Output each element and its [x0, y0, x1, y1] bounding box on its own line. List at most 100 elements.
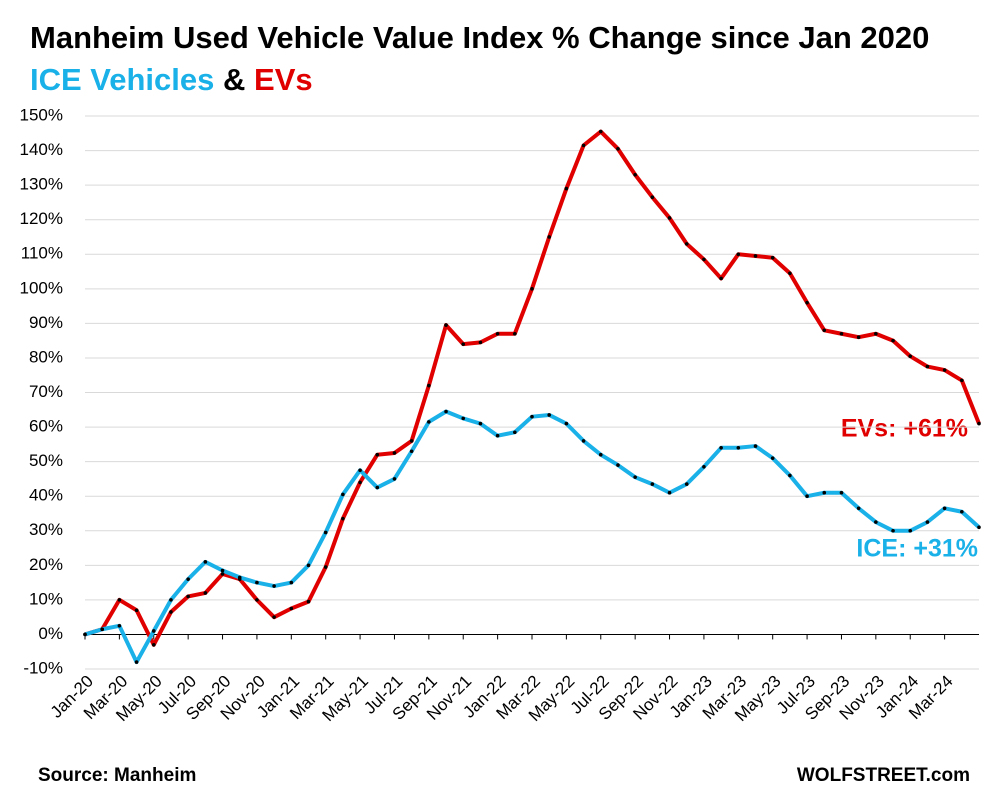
y-tick-label: -10%: [23, 658, 63, 677]
data-point: [186, 594, 190, 599]
data-point: [942, 506, 947, 511]
data-point: [719, 276, 723, 281]
y-tick-label: 20%: [29, 555, 63, 574]
data-point: [427, 420, 431, 424]
data-point: [908, 528, 913, 533]
data-point: [220, 568, 225, 573]
data-point: [925, 364, 930, 369]
y-tick-label: 0%: [38, 624, 63, 643]
data-point: [117, 598, 122, 602]
data-point: [753, 444, 758, 448]
data-point: [788, 271, 792, 276]
y-tick-label: 10%: [29, 589, 63, 608]
y-tick-label: 30%: [29, 520, 63, 539]
data-point: [908, 354, 913, 359]
data-point: [358, 468, 362, 473]
data-point: [598, 129, 603, 134]
data-point: [616, 147, 620, 151]
data-point: [409, 449, 414, 454]
data-point: [134, 608, 139, 613]
chart-subtitle: ICE Vehicles & EVs: [30, 62, 313, 97]
y-tick-label: 130%: [20, 175, 63, 194]
subtitle-part: ICE Vehicles: [30, 62, 214, 97]
data-point: [684, 242, 689, 246]
data-point: [702, 257, 706, 262]
y-tick-label: 70%: [29, 382, 63, 401]
data-point: [960, 378, 964, 383]
data-point: [856, 335, 861, 340]
data-point: [753, 254, 758, 258]
data-point: [255, 598, 259, 602]
data-point: [169, 610, 173, 614]
data-point: [839, 331, 844, 336]
data-point: [770, 456, 775, 460]
data-point: [237, 575, 242, 580]
data-point: [547, 235, 551, 239]
data-point: [616, 463, 620, 467]
data-point: [788, 473, 792, 478]
data-point: [203, 591, 208, 595]
data-point: [409, 439, 414, 443]
source: Source: Manheim: [38, 765, 196, 786]
data-point: [874, 331, 878, 336]
data-point: [289, 580, 294, 585]
data-point: [392, 477, 397, 481]
data-point: [220, 572, 225, 576]
y-tick-label: 90%: [29, 313, 63, 332]
data-point: [341, 492, 345, 497]
data-point: [530, 287, 534, 291]
data-point: [719, 446, 723, 450]
data-point: [856, 506, 861, 511]
data-point: [151, 629, 156, 633]
data-point: [891, 338, 895, 343]
data-point: [341, 516, 345, 521]
data-point: [392, 451, 397, 455]
data-point: [272, 615, 276, 619]
data-point: [564, 186, 569, 191]
data-point: [117, 623, 122, 628]
data-point: [83, 632, 87, 637]
y-tick-label: 140%: [20, 140, 63, 159]
data-point: [805, 300, 809, 305]
data-point: [891, 528, 895, 533]
data-point: [736, 252, 741, 257]
credit: WOLFSTREET.com: [797, 765, 970, 786]
data-point: [530, 414, 534, 419]
data-point: [805, 494, 809, 498]
y-tick-label: 100%: [20, 278, 63, 297]
data-point: [444, 409, 448, 414]
data-point: [633, 475, 637, 479]
data-point: [478, 421, 483, 426]
data-point: [839, 490, 844, 495]
annotation: EVs: +61%: [841, 415, 968, 443]
data-point: [375, 485, 380, 490]
y-tick-label: 80%: [29, 347, 63, 366]
data-point: [427, 383, 431, 388]
data-point: [375, 452, 380, 457]
data-point: [513, 430, 517, 435]
data-point: [564, 421, 569, 426]
data-point: [736, 446, 741, 450]
data-point: [942, 368, 947, 372]
y-tick-label: 40%: [29, 486, 63, 505]
data-point: [495, 331, 500, 336]
data-point: [169, 598, 173, 602]
data-point: [100, 627, 104, 632]
data-point: [306, 563, 311, 568]
subtitle-part: EVs: [254, 62, 313, 97]
data-point: [633, 172, 637, 177]
data-point: [650, 482, 655, 486]
data-point: [667, 216, 672, 220]
data-point: [977, 421, 981, 426]
y-tick-label: 60%: [29, 417, 63, 436]
data-point: [461, 416, 466, 421]
data-point: [444, 323, 448, 327]
chart-title: Manheim Used Vehicle Value Index % Chang…: [30, 20, 929, 55]
data-point: [581, 439, 586, 443]
data-point: [203, 560, 208, 564]
y-tick-label: 120%: [20, 209, 63, 228]
data-point: [684, 482, 689, 486]
data-point: [702, 465, 706, 469]
data-point: [581, 143, 586, 148]
